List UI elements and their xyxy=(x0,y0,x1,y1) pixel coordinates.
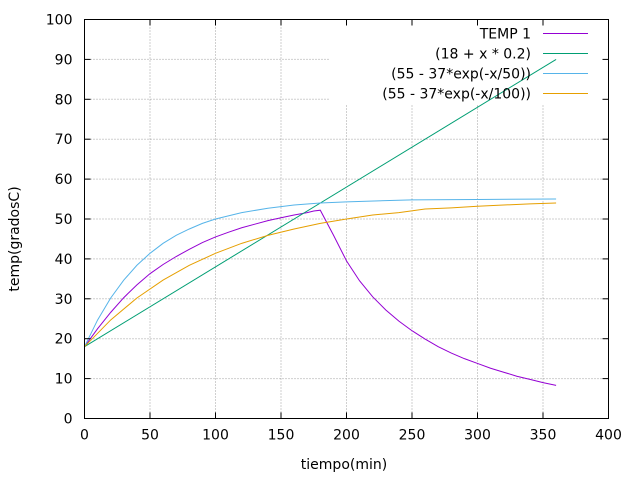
x-tick-label: 250 xyxy=(399,428,426,444)
series-line-1 xyxy=(84,209,557,386)
x-tick-label: 300 xyxy=(464,428,491,444)
x-tick-label: 150 xyxy=(268,428,295,444)
axis-ticks: 0 50 100 150 200 250 300 350 400 0 10 20 30 40 50 60 70 8… xyxy=(46,13,622,444)
x-tick-label: 200 xyxy=(333,428,360,444)
legend-label-3: (55 - 37*exp(-x/50)) xyxy=(391,67,531,83)
y-tick-label: 90 xyxy=(55,52,73,68)
x-tick-label: 50 xyxy=(141,428,159,444)
series-line-3 xyxy=(84,198,557,347)
legend: TEMP 1 (18 + x * 0.2) (55 - 37*exp(-x/50))… xyxy=(382,27,588,103)
y-tick-label: 10 xyxy=(55,372,73,388)
y-tick-label: 40 xyxy=(55,252,73,268)
legend-label-4: (55 - 37*exp(-x/100)) xyxy=(382,87,531,103)
legend-label-2: (18 + x * 0.2) xyxy=(435,47,531,63)
y-tick-label: 50 xyxy=(55,212,73,228)
x-axis-label: tiempo(min) xyxy=(301,457,387,473)
x-tick-label: 350 xyxy=(530,428,557,444)
y-tick-label: 60 xyxy=(55,172,73,188)
y-tick-label: 100 xyxy=(46,13,73,29)
y-tick-label: 30 xyxy=(55,292,73,308)
plot-series xyxy=(84,58,557,386)
x-tick-label: 0 xyxy=(80,428,89,444)
legend-label-1: TEMP 1 xyxy=(479,27,531,43)
y-tick-label: 70 xyxy=(55,132,73,148)
y-tick-label: 80 xyxy=(55,92,73,108)
x-tick-label: 100 xyxy=(202,428,229,444)
y-tick-label: 0 xyxy=(64,412,73,428)
y-axis-label: temp(gradosC) xyxy=(7,186,23,291)
x-tick-label: 400 xyxy=(595,428,622,444)
series-line-4 xyxy=(84,202,557,348)
y-tick-label: 20 xyxy=(55,332,73,348)
